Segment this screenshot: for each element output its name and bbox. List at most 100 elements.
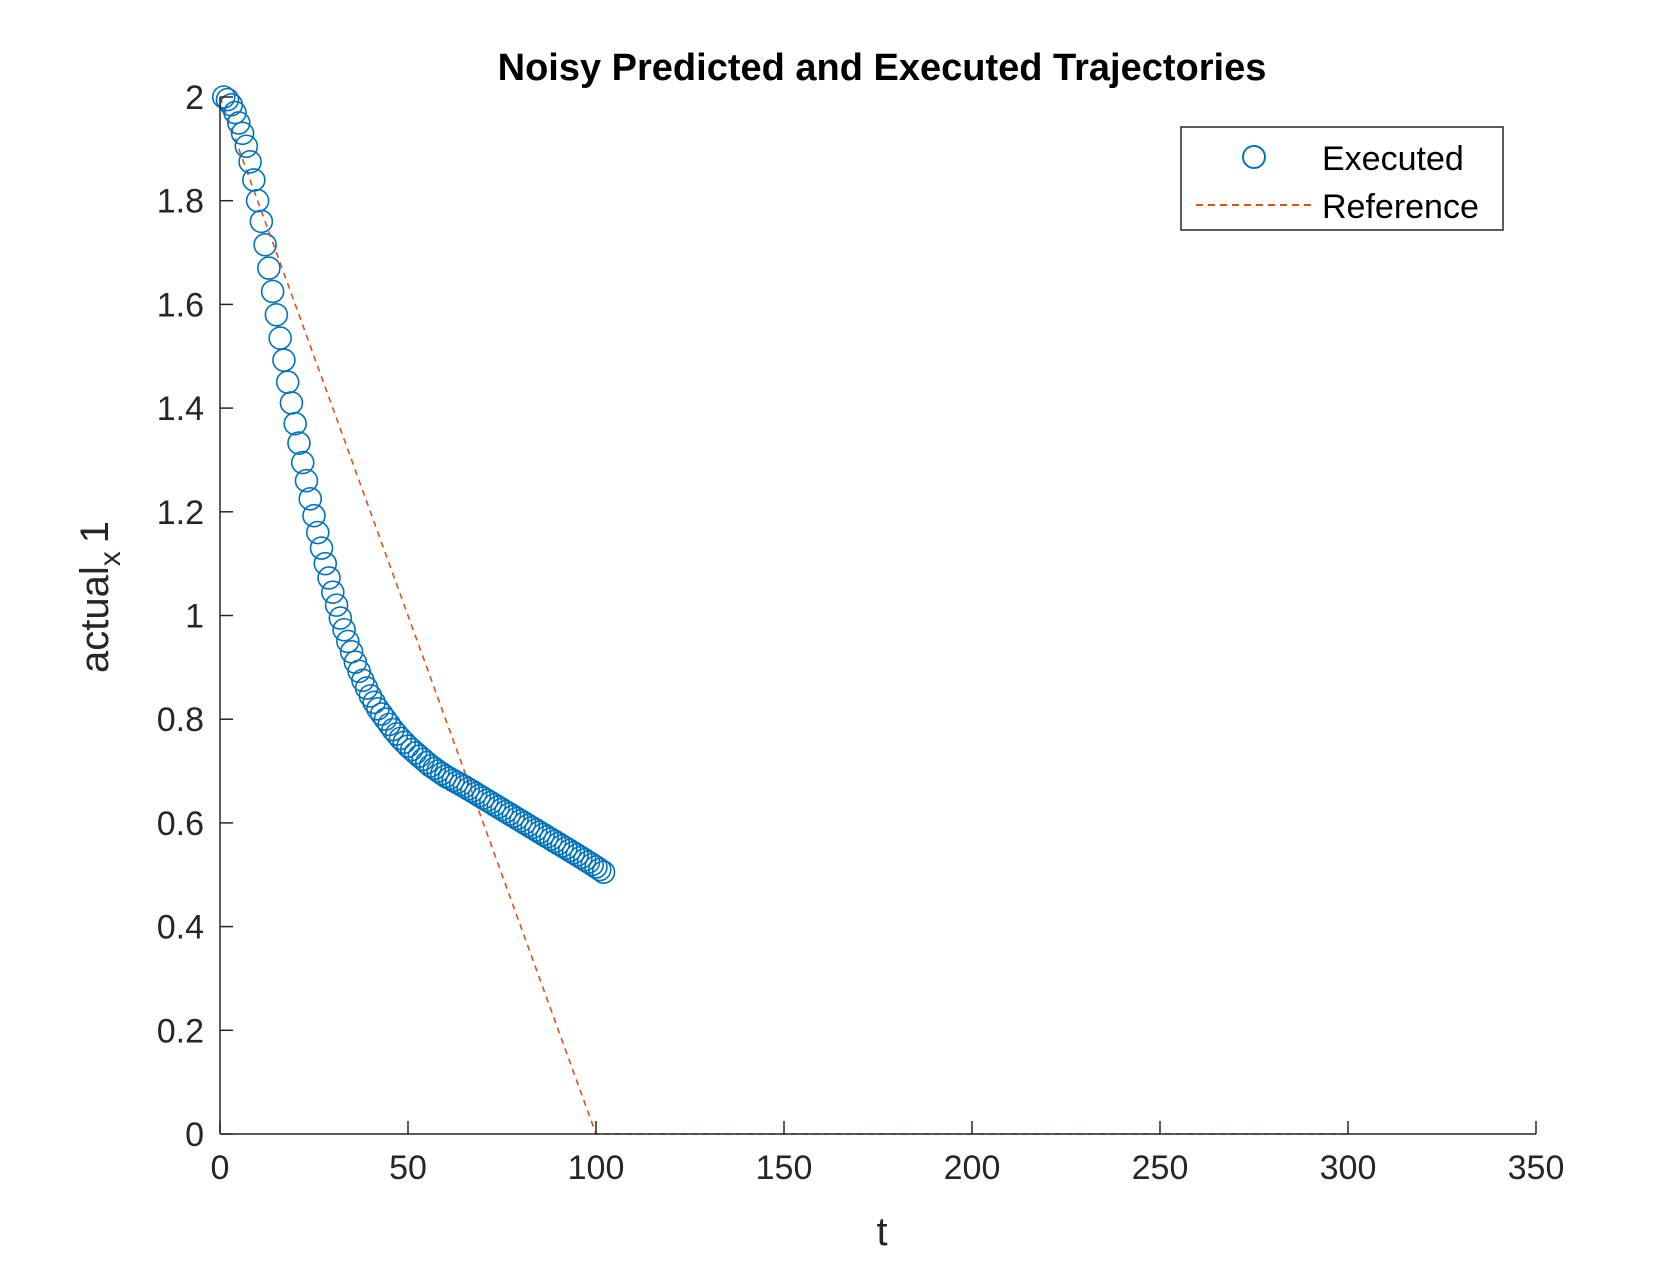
y-ticks: 0 0.2 0.4 0.6 0.8 1 1.2 1.4 1.6 1.8 2 — [157, 79, 233, 1154]
executed-point — [445, 770, 469, 795]
executed-point — [584, 855, 608, 879]
y-axis-title-subscript: x — [94, 551, 127, 566]
y-tick-label: 0 — [185, 1116, 204, 1154]
executed-point — [305, 520, 330, 545]
x-tick-label: 50 — [389, 1149, 427, 1187]
x-tick-label: 0 — [211, 1149, 230, 1187]
executed-point — [542, 829, 567, 854]
executed-point — [486, 795, 511, 819]
executed-point — [317, 566, 341, 590]
y-tick-label: 0.2 — [157, 1012, 204, 1050]
y-tick-label: 1.8 — [157, 183, 204, 221]
y-tick-label: 0.6 — [157, 805, 204, 843]
x-tick-label: 250 — [1132, 1149, 1189, 1187]
executed-point — [298, 487, 323, 511]
y-tick-label: 1.2 — [157, 494, 204, 532]
executed-point — [362, 690, 386, 715]
executed-point — [490, 797, 514, 822]
executed-point — [283, 411, 308, 436]
executed-point — [456, 777, 480, 801]
executed-point — [336, 629, 360, 654]
executed-point — [313, 551, 338, 576]
x-tick-label: 100 — [568, 1149, 625, 1187]
svg-text:actualx1: actualx 1 — [73, 521, 127, 673]
legend-executed-marker — [1242, 145, 1266, 169]
x-tick-label: 150 — [756, 1149, 813, 1187]
executed-point — [478, 790, 503, 815]
executed-series — [211, 85, 616, 884]
executed-point — [493, 799, 518, 824]
executed-point — [557, 838, 582, 863]
reference-series — [219, 96, 1348, 1135]
executed-point — [272, 348, 296, 372]
executed-point — [591, 860, 616, 884]
executed-point — [230, 121, 255, 146]
executed-point — [471, 786, 496, 810]
executed-point — [430, 761, 454, 786]
executed-point — [516, 813, 541, 838]
executed-point — [260, 279, 285, 304]
executed-point — [475, 788, 499, 813]
executed-point — [441, 768, 465, 793]
executed-point — [531, 822, 556, 847]
executed-point — [512, 811, 537, 835]
axes — [219, 97, 1536, 1135]
executed-point — [482, 793, 507, 817]
legend-box — [1180, 126, 1504, 231]
executed-point — [520, 815, 544, 840]
chart-title: Noisy Predicted and Executed Trajectorie… — [498, 47, 1267, 89]
executed-point — [234, 134, 259, 159]
executed-point — [358, 684, 383, 708]
executed-point — [467, 783, 492, 808]
executed-point — [539, 827, 563, 851]
executed-point — [452, 774, 477, 799]
x-tick-label: 350 — [1508, 1149, 1565, 1187]
y-axis-title: actualx 1 — [73, 521, 127, 673]
executed-point — [290, 450, 315, 475]
executed-point — [527, 820, 552, 845]
executed-point — [524, 818, 548, 842]
legend-executed-label: Executed — [1322, 140, 1464, 178]
executed-point — [215, 87, 240, 112]
executed-point — [497, 802, 522, 826]
legend: Executed Reference — [1180, 126, 1504, 231]
x-axis-title: t — [876, 1210, 887, 1254]
executed-point — [324, 593, 349, 617]
y-axis-title-base: actual — [73, 566, 117, 673]
executed-point — [257, 256, 281, 280]
executed-point — [223, 100, 247, 125]
executed-point — [275, 370, 300, 394]
executed-point — [332, 617, 356, 642]
executed-point — [508, 809, 533, 833]
executed-point — [550, 834, 574, 858]
reference-line — [219, 96, 1348, 1135]
y-axis-title-suffix: 1 — [73, 521, 117, 543]
executed-point — [535, 824, 559, 849]
y-tick-label: 1.6 — [157, 286, 204, 324]
executed-point — [460, 779, 484, 803]
executed-point — [238, 150, 262, 174]
executed-point — [268, 326, 292, 350]
executed-point — [249, 209, 274, 234]
executed-point — [501, 804, 526, 829]
x-tick-label: 300 — [1320, 1149, 1377, 1187]
executed-point — [433, 764, 458, 789]
y-tick-label: 1 — [185, 598, 204, 636]
executed-point — [309, 536, 334, 560]
executed-point — [554, 836, 578, 861]
executed-point — [328, 606, 353, 630]
x-ticks: 0 50 100 150 200 250 300 350 — [211, 1121, 1565, 1187]
executed-point — [294, 468, 319, 493]
executed-point — [211, 85, 236, 109]
executed-point — [287, 431, 311, 455]
executed-point — [302, 503, 326, 528]
executed-point — [279, 391, 304, 415]
y-tick-label: 2 — [185, 79, 204, 117]
executed-point — [437, 766, 462, 791]
y-tick-label: 0.4 — [157, 909, 204, 947]
y-tick-label: 1.4 — [157, 390, 204, 428]
executed-point — [227, 111, 251, 135]
executed-point — [546, 831, 571, 856]
legend-reference-label: Reference — [1322, 188, 1479, 226]
executed-point — [463, 781, 488, 806]
